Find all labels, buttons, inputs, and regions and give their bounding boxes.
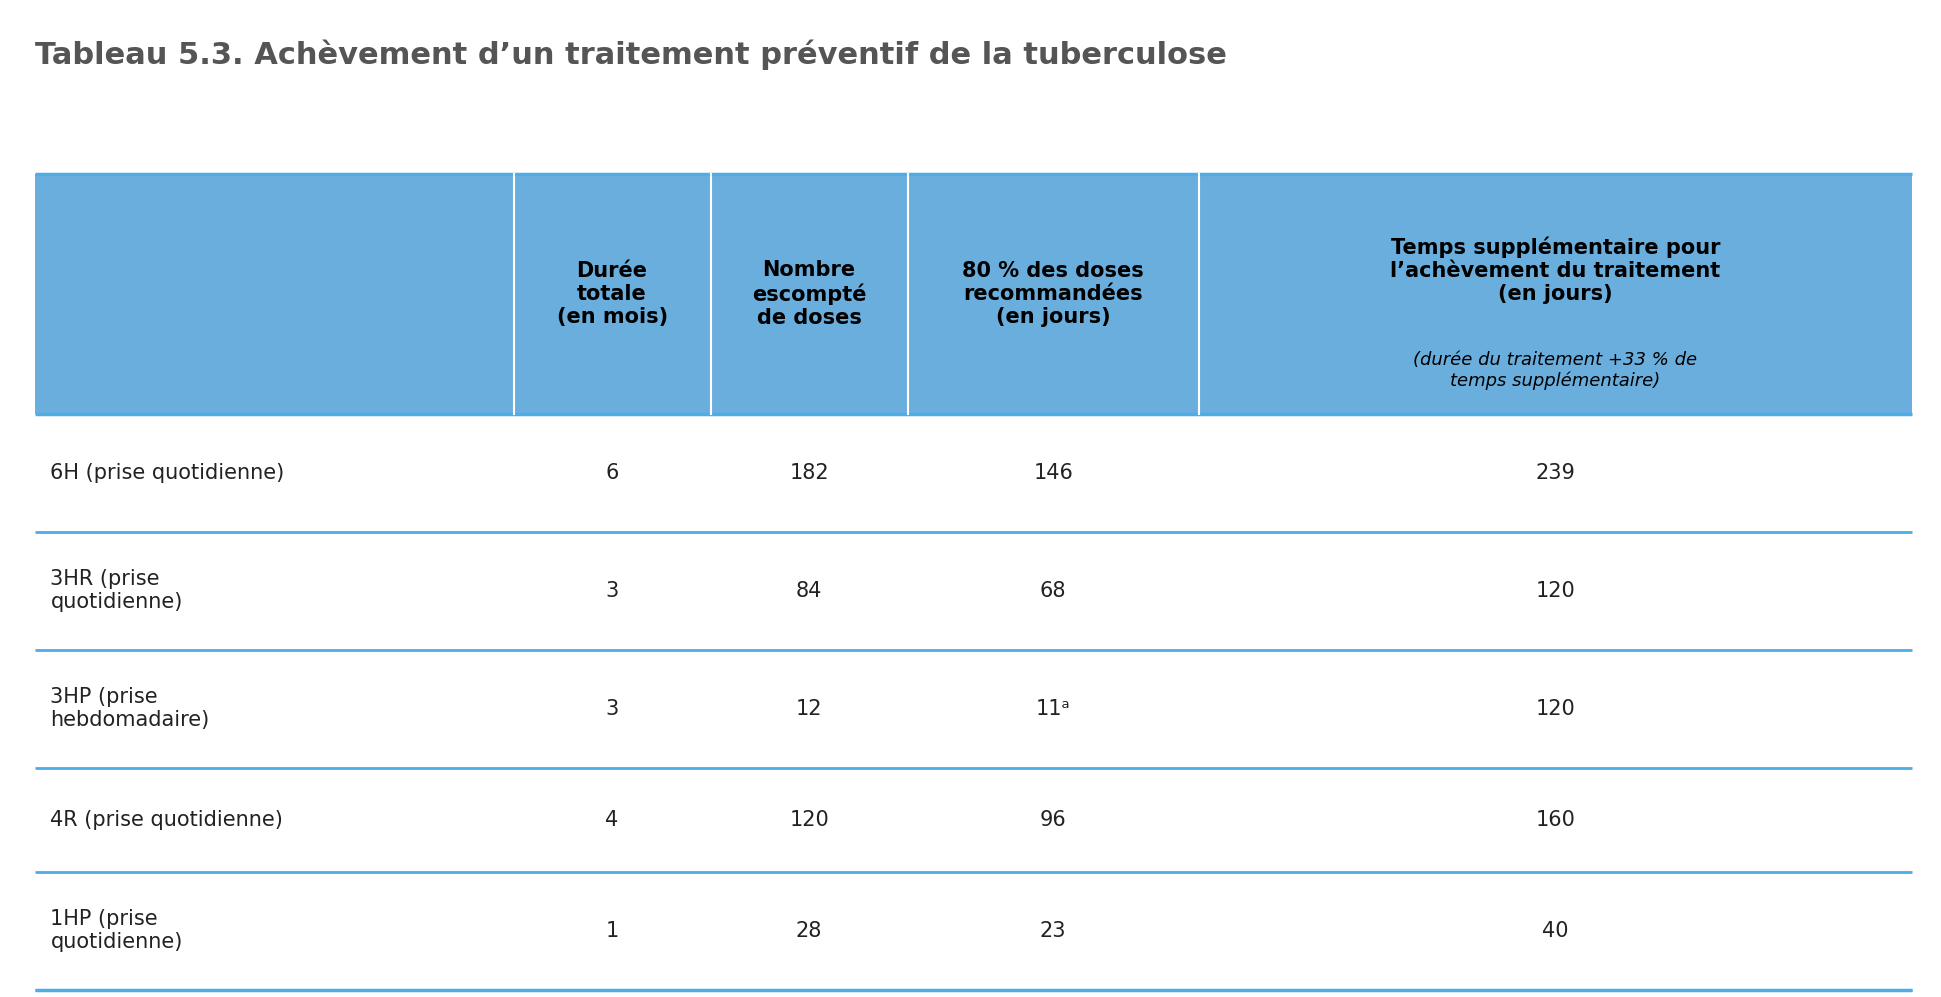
Text: Tableau 5.3. Achèvement d’un traitement préventif de la tuberculose: Tableau 5.3. Achèvement d’un traitement … <box>35 40 1227 71</box>
Text: 4R (prise quotidienne): 4R (prise quotidienne) <box>50 810 283 830</box>
Text: 4: 4 <box>606 810 619 830</box>
Text: 6: 6 <box>606 463 619 483</box>
Text: 239: 239 <box>1535 463 1576 483</box>
Text: 12: 12 <box>796 699 823 719</box>
Text: (durée du traitement +33 % de
temps supplémentaire): (durée du traitement +33 % de temps supp… <box>1413 351 1696 391</box>
Text: 120: 120 <box>790 810 829 830</box>
Text: Nombre
escompté
de doses: Nombre escompté de doses <box>751 260 866 328</box>
Text: 1: 1 <box>606 920 619 940</box>
Text: 120: 120 <box>1535 699 1576 719</box>
Text: 23: 23 <box>1040 920 1066 940</box>
Text: 3: 3 <box>606 581 619 601</box>
Text: 3HR (prise
quotidienne): 3HR (prise quotidienne) <box>50 569 182 612</box>
Text: 11ᵃ: 11ᵃ <box>1036 699 1071 719</box>
Text: 96: 96 <box>1040 810 1066 830</box>
Text: Durée
totale
(en mois): Durée totale (en mois) <box>557 261 668 327</box>
Text: Temps supplémentaire pour
l’achèvement du traitement
(en jours): Temps supplémentaire pour l’achèvement d… <box>1390 236 1720 304</box>
Text: 6H (prise quotidienne): 6H (prise quotidienne) <box>50 463 285 483</box>
Text: 120: 120 <box>1535 581 1576 601</box>
Text: 80 % des doses
recommandées
(en jours): 80 % des doses recommandées (en jours) <box>963 261 1143 327</box>
Text: 3: 3 <box>606 699 619 719</box>
Text: 3HP (prise
hebdomadaire): 3HP (prise hebdomadaire) <box>50 687 210 731</box>
Text: 40: 40 <box>1541 920 1568 940</box>
Text: 68: 68 <box>1040 581 1066 601</box>
Text: 84: 84 <box>796 581 823 601</box>
Text: 28: 28 <box>796 920 823 940</box>
Text: 146: 146 <box>1033 463 1073 483</box>
Text: 182: 182 <box>790 463 829 483</box>
Text: 1HP (prise
quotidienne): 1HP (prise quotidienne) <box>50 909 182 952</box>
Text: 160: 160 <box>1535 810 1576 830</box>
